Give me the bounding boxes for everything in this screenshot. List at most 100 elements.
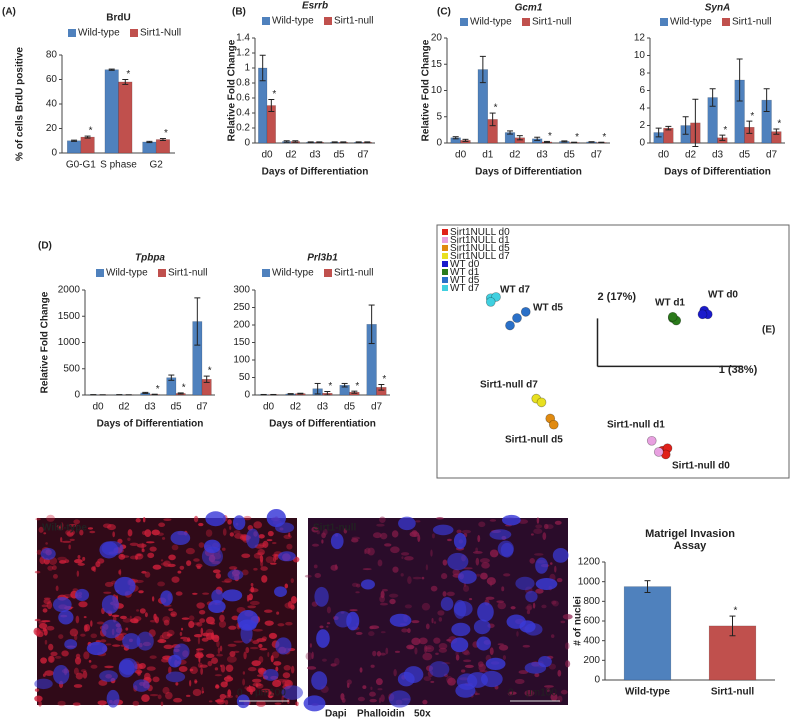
actin xyxy=(221,547,226,551)
x-axis-label: Days of Differentiation xyxy=(262,167,369,178)
actin xyxy=(311,526,319,533)
actin xyxy=(226,655,237,663)
actin xyxy=(489,549,499,558)
actin xyxy=(518,670,529,675)
actin xyxy=(319,625,324,629)
nucleus xyxy=(535,578,558,591)
actin xyxy=(185,694,191,697)
x-tick-label: d0 xyxy=(658,150,670,161)
x-tick-label: d3 xyxy=(712,150,724,161)
actin xyxy=(436,517,444,520)
error-bar xyxy=(331,141,338,144)
actin xyxy=(255,683,259,688)
stain-label: Phalloidin xyxy=(357,709,405,720)
actin xyxy=(311,651,314,660)
actin xyxy=(565,660,571,668)
nucleus xyxy=(455,683,476,698)
actin xyxy=(389,598,396,605)
error-bar xyxy=(462,138,469,142)
nucleus xyxy=(451,622,471,637)
actin xyxy=(272,679,282,688)
actin xyxy=(36,549,42,555)
actin xyxy=(423,645,428,654)
actin xyxy=(181,617,190,620)
actin xyxy=(370,664,375,668)
error-bar xyxy=(287,393,294,395)
actin xyxy=(541,604,547,609)
actin xyxy=(414,647,418,655)
nucleus xyxy=(122,633,141,650)
actin xyxy=(167,563,176,568)
actin xyxy=(160,701,164,707)
actin xyxy=(179,565,185,570)
y-tick-label: 4 xyxy=(639,103,645,114)
nucleus xyxy=(34,678,53,690)
actin xyxy=(460,669,466,673)
actin xyxy=(433,637,441,644)
stain-label: Dapi xyxy=(325,709,347,720)
x-tick-label: d5 xyxy=(333,150,345,161)
actin xyxy=(376,523,385,527)
actin xyxy=(97,700,107,706)
error-bar xyxy=(268,99,275,112)
x-axis-label: Days of Differentiation xyxy=(664,167,771,178)
actin xyxy=(265,556,274,564)
actin xyxy=(119,568,122,576)
error-bar xyxy=(665,125,672,131)
actin xyxy=(43,597,51,600)
nucleus xyxy=(360,579,375,590)
actin xyxy=(295,701,299,707)
significance-star: * xyxy=(382,374,386,385)
actin xyxy=(229,650,236,657)
y-tick-label: 10 xyxy=(431,85,443,96)
actin xyxy=(408,645,414,650)
actin xyxy=(343,528,348,534)
x-tick-label: Sirt1-null xyxy=(711,687,755,698)
actin xyxy=(189,679,192,687)
actin xyxy=(180,636,188,640)
y-tick-label: 100 xyxy=(233,355,250,366)
chart-title: Esrrb xyxy=(302,1,328,12)
actin xyxy=(79,529,84,536)
actin xyxy=(46,601,53,610)
actin xyxy=(261,575,268,583)
actin xyxy=(446,591,455,597)
y-axis-label: Relative Fold Change xyxy=(227,39,238,141)
legend-label: Wild-type xyxy=(470,17,512,28)
actin xyxy=(550,693,558,701)
nucleus xyxy=(388,690,411,708)
actin xyxy=(542,532,547,541)
actin xyxy=(228,625,237,630)
actin xyxy=(313,564,318,569)
nucleus xyxy=(165,671,186,683)
actin xyxy=(245,646,250,654)
actin xyxy=(72,702,81,706)
error-bar xyxy=(516,135,523,141)
actin xyxy=(544,685,554,688)
actin xyxy=(38,700,42,707)
actin xyxy=(447,538,452,542)
nucleus xyxy=(160,590,173,606)
actin xyxy=(160,559,164,562)
pca-point xyxy=(512,313,522,323)
actin xyxy=(369,626,374,630)
actin xyxy=(45,542,48,545)
y-tick-label: 5 xyxy=(436,111,442,122)
actin xyxy=(44,639,48,645)
nucleus xyxy=(397,671,415,687)
pca-point xyxy=(667,311,678,322)
nucleus xyxy=(552,548,569,563)
actin xyxy=(314,572,321,578)
actin xyxy=(193,558,200,562)
x-tick-label: Wild-type xyxy=(625,687,670,698)
actin xyxy=(326,622,331,625)
nucleus xyxy=(457,570,477,584)
actin xyxy=(61,540,72,543)
actin xyxy=(34,688,40,692)
nucleus xyxy=(211,589,224,604)
actin xyxy=(330,663,337,667)
nucleus xyxy=(101,595,119,614)
actin xyxy=(35,517,41,521)
error-bar xyxy=(168,374,175,381)
actin xyxy=(260,566,268,571)
